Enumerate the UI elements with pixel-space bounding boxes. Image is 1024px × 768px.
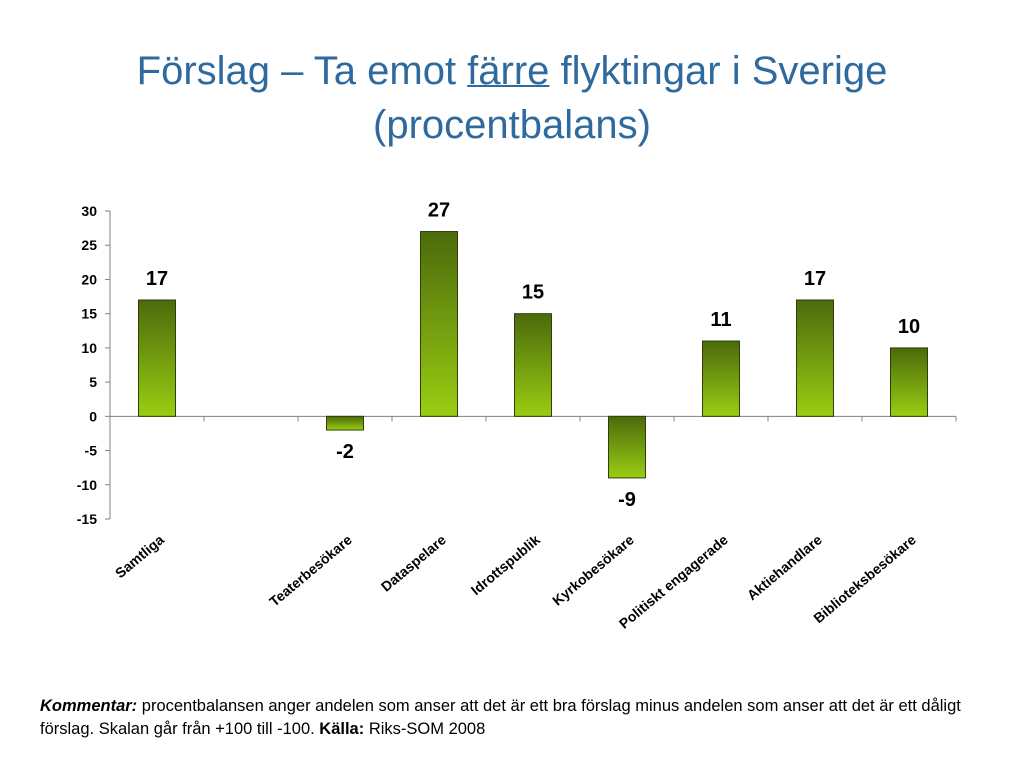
bar (702, 340, 740, 417)
data-label: 11 (710, 309, 731, 331)
category-label: Aktiehandlare (744, 531, 825, 603)
category-label: Biblioteksbesökare (810, 531, 919, 626)
category-label: Dataspelare (378, 531, 449, 594)
comment-label: Kommentar: (40, 697, 138, 715)
data-label: 17 (804, 268, 826, 290)
bar (420, 231, 458, 417)
title-underlined-word: färre (467, 49, 550, 93)
category-label: Kyrkobesökare (549, 531, 637, 608)
y-tick-label: 0 (89, 408, 97, 424)
y-tick-label: 30 (81, 203, 97, 219)
category-label: Samtliga (112, 531, 167, 581)
y-tick-label: -5 (85, 443, 98, 459)
source-text: Riks-SOM 2008 (364, 720, 486, 738)
bar (326, 415, 364, 431)
title-part-1: Förslag – Ta emot (136, 49, 468, 93)
y-tick-label: 10 (81, 340, 97, 356)
bar (796, 299, 834, 417)
data-label: 17 (146, 268, 168, 290)
category-label: Idrottspublik (468, 531, 543, 598)
data-label: -9 (618, 489, 636, 511)
category-label: Teaterbesökare (266, 531, 355, 609)
y-tick-label: 20 (81, 271, 97, 287)
y-tick-label: 5 (89, 374, 97, 390)
data-label: 27 (428, 200, 450, 222)
bar (514, 313, 552, 417)
y-tick-label: 25 (81, 237, 97, 253)
bar-chart: 30 25 20 15 10 5 0 -5 -10 -15 Samtliga 17 Teaterbes… (77, 200, 957, 632)
bar (608, 415, 646, 479)
title-part-2: flyktingar i Sverige (549, 49, 888, 93)
title-line-2: (procentbalans) (373, 103, 651, 147)
bar (138, 299, 176, 417)
data-label: 10 (898, 316, 920, 338)
data-label: 15 (522, 282, 544, 304)
comment-text: procentbalansen anger andelen som anser … (40, 697, 961, 738)
source-label: Källa: (319, 720, 365, 738)
chart-title: Förslag – Ta emot färre flyktingar i Sve… (0, 44, 1024, 152)
bar (890, 347, 928, 417)
data-label: -2 (336, 441, 354, 463)
title-line-1: Förslag – Ta emot färre flyktingar i Sve… (0, 44, 1024, 98)
y-tick-label: 15 (81, 306, 97, 322)
y-tick-label: -10 (77, 477, 97, 493)
comment-note: Kommentar: procentbalansen anger andelen… (40, 695, 1000, 741)
y-tick-label: -15 (77, 511, 97, 527)
